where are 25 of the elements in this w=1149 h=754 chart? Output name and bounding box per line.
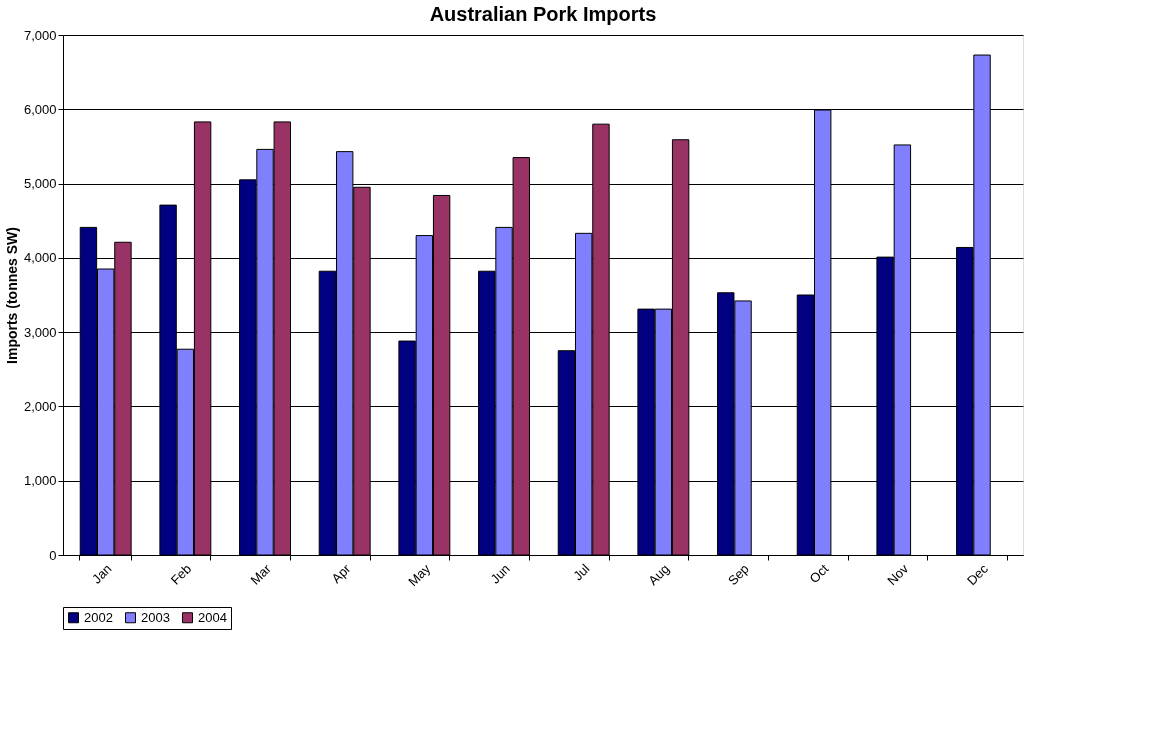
- y-tick-label: 7,000: [23, 27, 57, 43]
- legend-label: 2003: [141, 609, 170, 625]
- legend-label: 2004: [198, 609, 227, 625]
- y-tick-label: 5,000: [23, 176, 57, 192]
- legend-label: 2002: [84, 609, 113, 625]
- x-tick-label: Jan: [89, 561, 115, 587]
- y-tick-label: 0: [49, 547, 57, 563]
- y-tick-label: 6,000: [23, 101, 57, 117]
- x-tick-label: Apr: [328, 560, 354, 586]
- y-tick-label: 1,000: [23, 473, 57, 489]
- x-tick-label: Dec: [963, 560, 992, 589]
- x-tick-label: Aug: [645, 561, 673, 589]
- x-tick-label: Jul: [570, 561, 593, 584]
- x-tick-label: Sep: [724, 561, 752, 589]
- x-tick-label: Nov: [884, 560, 912, 589]
- x-tick-label: Jun: [487, 561, 513, 587]
- chart-title: Australian Pork Imports: [429, 3, 657, 25]
- y-tick-label: 2,000: [23, 398, 57, 414]
- y-tick-label: 4,000: [23, 250, 57, 266]
- x-tick-label: Feb: [167, 561, 195, 588]
- x-tick-label: May: [405, 560, 434, 590]
- y-tick-label: 3,000: [23, 324, 57, 340]
- x-tick-label: Mar: [247, 560, 275, 588]
- y-axis-title: Imports (tonnes SW): [3, 227, 20, 364]
- x-tick-label: Oct: [806, 560, 832, 586]
